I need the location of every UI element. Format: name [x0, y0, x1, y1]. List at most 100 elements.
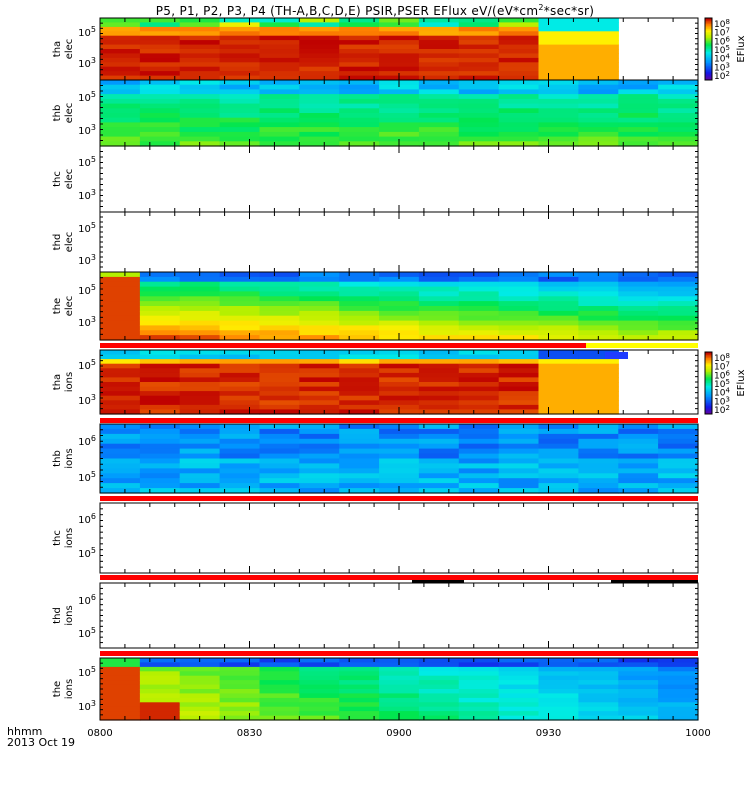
spectrogram-cell [538, 684, 579, 690]
spectrogram-cell [259, 377, 300, 383]
spectrogram-cell [259, 424, 300, 430]
spectrogram-cell [418, 409, 460, 415]
spectrogram-cell [618, 127, 659, 133]
panel-label: elec [64, 296, 75, 317]
spectrogram-cell [418, 473, 460, 479]
spectrogram-cell [458, 22, 500, 28]
spectrogram-cell [100, 301, 141, 307]
spectrogram-cell [139, 89, 181, 95]
spectrogram-cell [418, 98, 460, 105]
spectrogram-cell [418, 94, 460, 100]
spectrogram-cell [100, 458, 141, 464]
spectrogram-cell [458, 113, 500, 119]
spectrogram-cell [219, 71, 261, 77]
spectrogram-cell [299, 658, 340, 663]
spectrogram-cell [458, 702, 500, 708]
spectrogram-cell [498, 335, 540, 341]
spectrogram-cell [658, 320, 699, 327]
spectrogram-cell [219, 382, 261, 388]
spectrogram-cell [100, 391, 141, 397]
spectrogram-cell [259, 296, 300, 302]
spectrogram-cell [618, 706, 659, 712]
spectrogram-cell [259, 272, 300, 278]
spectrogram-cell [259, 662, 300, 668]
spectrogram-cell [618, 428, 659, 435]
spectrogram-cell [339, 453, 380, 460]
spectrogram-cell [100, 386, 141, 392]
y-tick-label-base: 10 [78, 93, 91, 104]
spectrogram-cell [259, 680, 300, 686]
date-label: 2013 Oct 19 [7, 736, 76, 749]
spectrogram-cell [658, 438, 699, 445]
spectrogram-cell [339, 697, 380, 703]
spectrogram-cell [179, 453, 221, 460]
colorbar-swatch [705, 64, 712, 67]
spectrogram-cell [658, 131, 699, 138]
colorbar-swatch [705, 392, 712, 395]
colorbar-tick-base: 10 [714, 397, 726, 407]
spectrogram-cell [339, 136, 380, 142]
spectrogram-cell [418, 127, 460, 133]
colorbar-swatch [705, 390, 712, 393]
spectrogram-cell [578, 26, 619, 32]
spectrogram-cell [379, 40, 420, 46]
spectrogram-cell [658, 272, 699, 278]
spectrogram-cell [379, 693, 420, 699]
y-tick-label: 105 [78, 283, 96, 297]
spectrogram-cell [618, 488, 659, 494]
colorbar-swatch [705, 373, 712, 376]
spectrogram-cell [578, 325, 619, 331]
spectrogram-cell [139, 478, 181, 484]
colorbar-tick-base: 10 [714, 20, 726, 30]
colorbar-tick: 107 [714, 27, 730, 39]
y-tick-label-base: 10 [78, 549, 91, 560]
spectrogram-cell [658, 428, 699, 435]
spectrogram-cell [139, 671, 181, 677]
spectrogram-cell [179, 315, 221, 322]
spectrogram-cell [139, 424, 181, 430]
spectrogram-cell [418, 488, 460, 494]
spectrogram-cell [618, 478, 659, 484]
spectrogram-cell [179, 44, 221, 50]
spectrogram-cell [339, 89, 380, 95]
spectrogram-cell [219, 26, 261, 32]
spectrogram-cell [578, 697, 619, 703]
spectrogram-cell [299, 409, 340, 415]
spectrogram-cell [179, 310, 221, 317]
spectrogram-cell [339, 94, 380, 100]
spectrogram-cell [538, 94, 579, 100]
colorbar-swatch [705, 52, 712, 55]
spectrogram-cell [458, 136, 500, 142]
spectrogram-cell [299, 391, 340, 397]
spectrogram-cell [100, 291, 141, 297]
spectrogram-cell [139, 377, 181, 383]
spectrogram-cell [139, 409, 181, 415]
spectrogram-cell [179, 49, 221, 54]
spectrogram-cell [179, 448, 221, 455]
spectrogram-cell [538, 483, 579, 489]
spectrogram-cell [618, 463, 659, 469]
spectrogram-cell [498, 310, 540, 317]
spectrogram-cell [339, 711, 380, 717]
y-tick-label: 106 [78, 434, 96, 448]
spectrogram-cell [259, 320, 300, 327]
spectrogram-cell [618, 325, 659, 331]
spectrogram-cell [219, 424, 261, 430]
spectrogram-cell [219, 693, 261, 699]
spectrogram-cell [538, 108, 579, 114]
spectrogram-cell [339, 706, 380, 712]
spectrogram-cell [498, 658, 540, 663]
spectrogram-cell [538, 473, 579, 479]
spectrogram-cell [578, 359, 619, 365]
spectrogram-cell [100, 693, 141, 699]
spectrogram-cell [259, 44, 300, 50]
spectrogram-cell [299, 276, 340, 283]
spectrogram-cell [379, 368, 420, 374]
chart-title: P5, P1, P2, P3, P4 (TH-A,B,C,D,E) PSIR,P… [0, 3, 750, 18]
spectrogram-cell [458, 400, 500, 406]
spectrogram-cell [139, 49, 181, 54]
spectrogram-cell [299, 675, 340, 681]
colorbar-tick: 104 [714, 53, 730, 65]
spectrogram-cell [418, 395, 460, 401]
spectrogram-cell [578, 113, 619, 119]
